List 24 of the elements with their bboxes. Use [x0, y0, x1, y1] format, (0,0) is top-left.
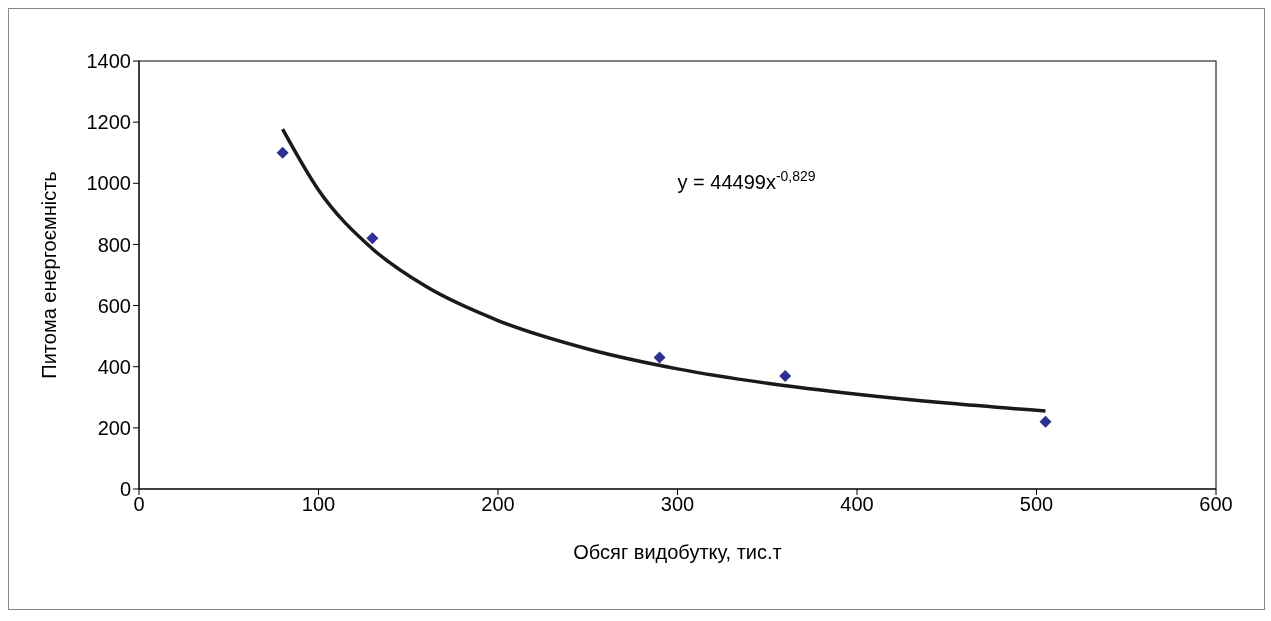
- y-tick-label: 1000: [86, 172, 131, 195]
- x-tick-label: 200: [481, 493, 515, 516]
- point: [366, 232, 379, 245]
- point: [1039, 415, 1052, 428]
- x-tick-label: 0: [133, 493, 145, 516]
- y-tick-label: 600: [97, 294, 131, 317]
- y-tick-label: 1200: [86, 111, 131, 134]
- point: [276, 146, 289, 159]
- y-tick-label: 1400: [86, 50, 131, 73]
- y-tick-label: 400: [97, 355, 131, 378]
- y-tick-label: 800: [97, 233, 131, 256]
- point: [653, 351, 666, 364]
- x-tick-label: 100: [301, 493, 336, 516]
- point: [779, 369, 792, 382]
- y-tick-label: 200: [97, 416, 131, 439]
- y-tick-label: 0: [119, 478, 131, 501]
- x-tick-label: 600: [1199, 493, 1233, 516]
- x-tick-label: 300: [660, 493, 695, 516]
- annotation: y = 44499x$^{-0,829}$: [677, 168, 816, 194]
- x-tick-label: 500: [1019, 493, 1054, 516]
- x-tick-label: 400: [840, 493, 874, 516]
- line-series: [280, 127, 1048, 413]
- x-axis-title: Обсяг видобутку, тис.т: [573, 541, 782, 563]
- y-axis-title: Питома енергоємність: [38, 171, 61, 379]
